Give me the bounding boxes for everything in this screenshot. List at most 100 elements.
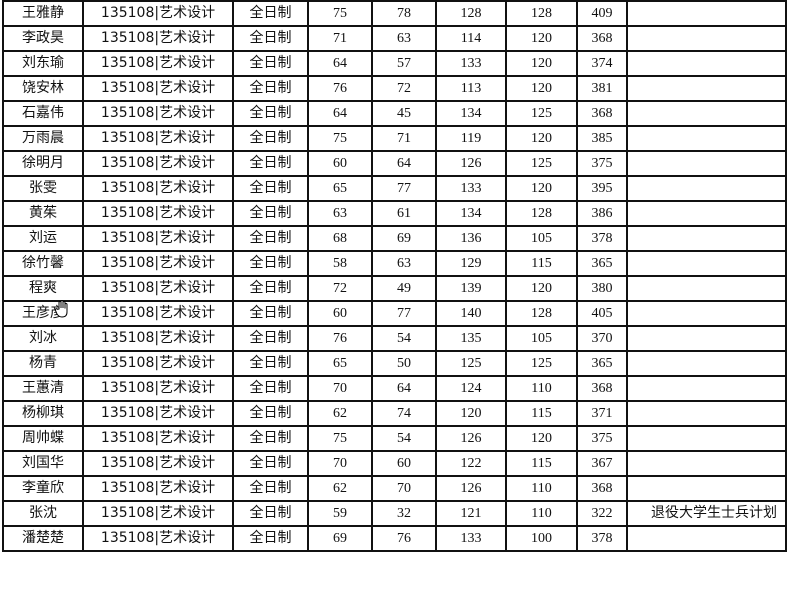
table-row: 李童欣 135108|艺术设计 全日制 62 70 126 110 368: [2, 475, 787, 502]
name-cell: 潘楚楚: [2, 525, 84, 552]
note-cell: [626, 300, 787, 327]
note-cell: [626, 475, 787, 502]
score-4-cell: 120: [505, 425, 578, 452]
mode-cell: 全日制: [232, 225, 309, 252]
score-2-cell: 70: [371, 475, 437, 502]
mode-cell: 全日制: [232, 350, 309, 377]
total-score-cell: 370: [576, 325, 628, 352]
name-cell: 王彦彦: [2, 300, 84, 327]
mode-cell: 全日制: [232, 100, 309, 127]
table-row: 徐竹馨 135108|艺术设计 全日制 58 63 129 115 365: [2, 250, 787, 277]
mode-cell: 全日制: [232, 0, 309, 27]
score-1-cell: 75: [307, 425, 373, 452]
major-cell: 135108|艺术设计: [82, 75, 234, 102]
note-cell: [626, 125, 787, 152]
table-row: 王蕙清 135108|艺术设计 全日制 70 64 124 110 368: [2, 375, 787, 402]
total-score-cell: 375: [576, 150, 628, 177]
mode-cell: 全日制: [232, 275, 309, 302]
major-cell: 135108|艺术设计: [82, 525, 234, 552]
score-1-cell: 58: [307, 250, 373, 277]
score-2-cell: 71: [371, 125, 437, 152]
table-row: 王彦彦 135108|艺术设计 全日制 60 77 140 128 405: [2, 300, 787, 327]
major-cell: 135108|艺术设计: [82, 200, 234, 227]
table-row: 杨青 135108|艺术设计 全日制 65 50 125 125 365: [2, 350, 787, 377]
score-2-cell: 54: [371, 425, 437, 452]
score-3-cell: 119: [435, 125, 507, 152]
score-2-cell: 63: [371, 25, 437, 52]
score-3-cell: 134: [435, 100, 507, 127]
major-cell: 135108|艺术设计: [82, 475, 234, 502]
table-row: 石嘉伟 135108|艺术设计 全日制 64 45 134 125 368: [2, 100, 787, 127]
score-3-cell: 120: [435, 400, 507, 427]
name-cell: 李童欣: [2, 475, 84, 502]
total-score-cell: 371: [576, 400, 628, 427]
mode-cell: 全日制: [232, 400, 309, 427]
score-1-cell: 65: [307, 175, 373, 202]
score-3-cell: 139: [435, 275, 507, 302]
name-cell: 张沈: [2, 500, 84, 527]
table-row: 徐明月 135108|艺术设计 全日制 60 64 126 125 375: [2, 150, 787, 177]
score-3-cell: 134: [435, 200, 507, 227]
mode-cell: 全日制: [232, 325, 309, 352]
score-4-cell: 128: [505, 200, 578, 227]
major-cell: 135108|艺术设计: [82, 125, 234, 152]
total-score-cell: 322: [576, 500, 628, 527]
score-3-cell: 114: [435, 25, 507, 52]
major-cell: 135108|艺术设计: [82, 375, 234, 402]
note-cell: [626, 25, 787, 52]
score-4-cell: 110: [505, 475, 578, 502]
score-1-cell: 64: [307, 100, 373, 127]
table-row: 饶安林 135108|艺术设计 全日制 76 72 113 120 381: [2, 75, 787, 102]
note-cell: [626, 175, 787, 202]
score-4-cell: 128: [505, 300, 578, 327]
table-row: 杨柳琪 135108|艺术设计 全日制 62 74 120 115 371: [2, 400, 787, 427]
table-row: 张雯 135108|艺术设计 全日制 65 77 133 120 395: [2, 175, 787, 202]
total-score-cell: 375: [576, 425, 628, 452]
score-2-cell: 63: [371, 250, 437, 277]
note-cell: [626, 325, 787, 352]
name-cell: 杨青: [2, 350, 84, 377]
score-4-cell: 120: [505, 25, 578, 52]
note-cell: [626, 450, 787, 477]
score-1-cell: 69: [307, 525, 373, 552]
name-cell: 刘运: [2, 225, 84, 252]
score-3-cell: 136: [435, 225, 507, 252]
table-row: 张沈 135108|艺术设计 全日制 59 32 121 110 322 退役大学生士兵计划: [2, 500, 787, 527]
table-row: 程爽 135108|艺术设计 全日制 72 49 139 120 380: [2, 275, 787, 302]
score-1-cell: 76: [307, 325, 373, 352]
score-1-cell: 60: [307, 150, 373, 177]
name-cell: 石嘉伟: [2, 100, 84, 127]
score-2-cell: 50: [371, 350, 437, 377]
major-cell: 135108|艺术设计: [82, 500, 234, 527]
mode-cell: 全日制: [232, 425, 309, 452]
note-cell: [626, 375, 787, 402]
score-1-cell: 71: [307, 25, 373, 52]
score-2-cell: 64: [371, 150, 437, 177]
major-cell: 135108|艺术设计: [82, 175, 234, 202]
name-cell: 张雯: [2, 175, 84, 202]
name-cell: 万雨晨: [2, 125, 84, 152]
name-cell: 徐明月: [2, 150, 84, 177]
total-score-cell: 374: [576, 50, 628, 77]
score-2-cell: 69: [371, 225, 437, 252]
score-1-cell: 75: [307, 125, 373, 152]
note-cell: [626, 50, 787, 77]
table-row: 万雨晨 135108|艺术设计 全日制 75 71 119 120 385: [2, 125, 787, 152]
mode-cell: 全日制: [232, 450, 309, 477]
total-score-cell: 385: [576, 125, 628, 152]
mode-cell: 全日制: [232, 75, 309, 102]
major-cell: 135108|艺术设计: [82, 50, 234, 77]
score-2-cell: 76: [371, 525, 437, 552]
score-2-cell: 64: [371, 375, 437, 402]
score-3-cell: 129: [435, 250, 507, 277]
major-cell: 135108|艺术设计: [82, 300, 234, 327]
major-cell: 135108|艺术设计: [82, 400, 234, 427]
total-score-cell: 386: [576, 200, 628, 227]
score-1-cell: 63: [307, 200, 373, 227]
table-row: 李政昊 135108|艺术设计 全日制 71 63 114 120 368: [2, 25, 787, 52]
score-3-cell: 133: [435, 525, 507, 552]
score-3-cell: 128: [435, 0, 507, 27]
score-4-cell: 125: [505, 150, 578, 177]
total-score-cell: 367: [576, 450, 628, 477]
score-2-cell: 32: [371, 500, 437, 527]
